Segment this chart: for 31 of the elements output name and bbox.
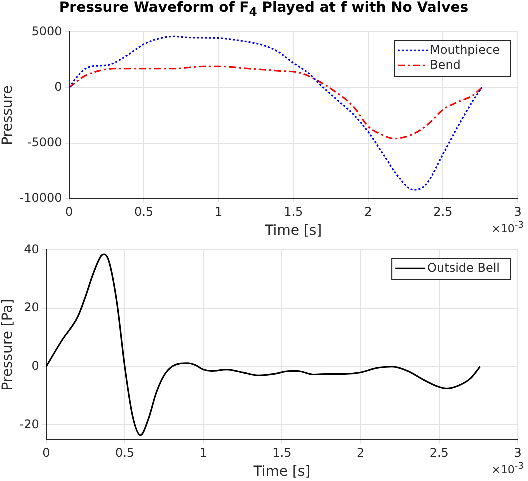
- y-tick-label: -5000: [27, 135, 62, 150]
- x-axis-title: Time [s]: [264, 223, 322, 240]
- legend-label: Outside Bell: [428, 260, 500, 275]
- y-tick-label: 0: [32, 359, 40, 373]
- text: ×10$^{-3}$: [492, 461, 524, 477]
- legend-label: Bend: [430, 58, 461, 72]
- text: ×10$^{-3}$: [492, 220, 524, 236]
- x-tick-label: 0: [65, 205, 74, 220]
- x-tick-label: 1: [215, 205, 223, 220]
- y-axis-title: Pressure: [0, 86, 16, 146]
- x-tick-label: 1.5: [272, 446, 292, 460]
- y-tick-label: 20: [24, 300, 40, 315]
- y-tick-label: -20: [20, 417, 40, 432]
- x-tick-label: 1.5: [284, 205, 304, 220]
- y-tick-label: 40: [24, 242, 40, 256]
- x-tick-label: 3: [514, 205, 522, 220]
- x-tick-label: 2: [364, 205, 372, 220]
- x-axis-title: Time [s]: [252, 464, 311, 480]
- x-tick-label: 2.5: [430, 446, 449, 460]
- x-tick-label: 0.5: [134, 205, 154, 220]
- y-axis-title: Pressure [Pa]: [0, 299, 16, 391]
- x-tick-label: 0.5: [115, 446, 135, 460]
- legend-label: Mouthpiece: [430, 42, 500, 57]
- x-tick-label: 1: [200, 446, 208, 460]
- x-tick-label: 3: [514, 446, 522, 460]
- y-tick-label: -10000: [20, 190, 62, 205]
- x-tick-label: 2: [356, 446, 365, 460]
- chart-title: Pressure Waveform of F$_{4}$ Played at f with No Valves: [58, 0, 470, 21]
- y-tick-label: 5000: [32, 24, 62, 38]
- x-tick-label: 2.5: [434, 205, 453, 220]
- y-tick-label: 0: [54, 80, 62, 94]
